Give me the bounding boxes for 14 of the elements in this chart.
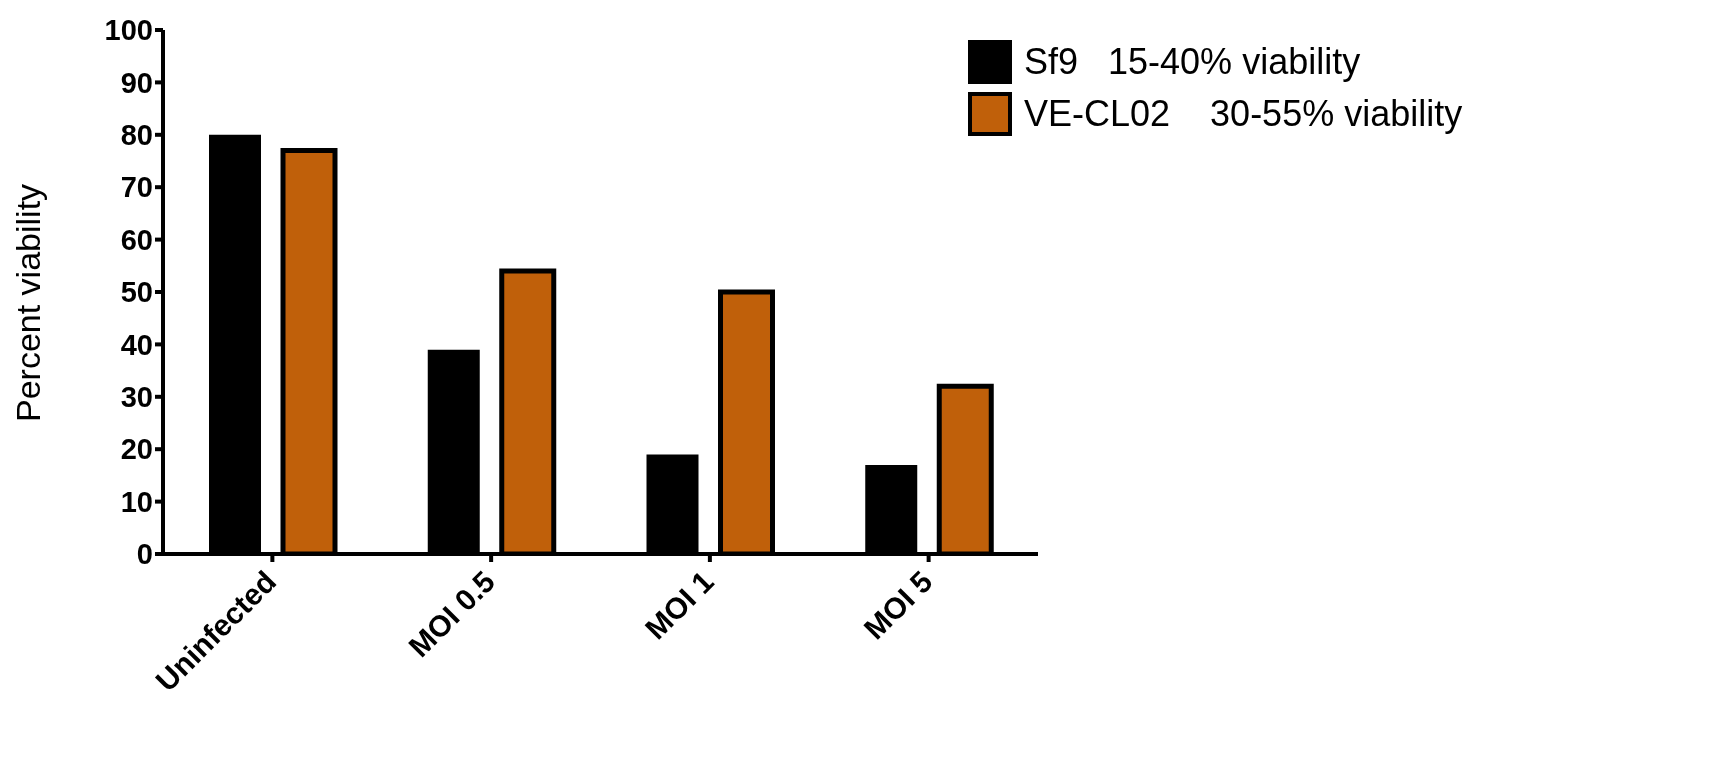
y-axis-title: Percent viability (9, 183, 48, 422)
y-tick-label: 0 (136, 538, 153, 571)
legend-label: VE-CL02 30-55% viability (1024, 93, 1463, 135)
y-tick-label: 80 (120, 119, 153, 152)
y-tick-label: 70 (120, 171, 153, 204)
y-tick-label: 40 (120, 328, 153, 361)
y-tick-label: 90 (120, 66, 153, 99)
y-tick-label: 20 (120, 433, 153, 466)
y-tick-label: 50 (120, 276, 153, 309)
legend-label: Sf9 15-40% viability (1024, 41, 1361, 83)
y-tick-label: 30 (120, 381, 153, 414)
y-tick-label: 100 (104, 14, 153, 47)
y-tick-label: 10 (120, 485, 153, 518)
y-tick-label: 60 (120, 223, 153, 256)
